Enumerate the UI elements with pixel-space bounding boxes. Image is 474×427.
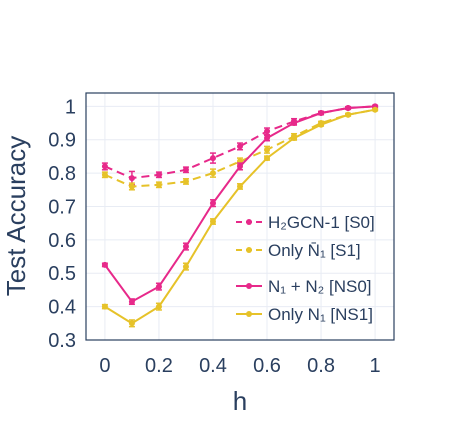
data-point bbox=[128, 298, 135, 305]
x-tick-label: 0.6 bbox=[253, 355, 281, 377]
legend-label: N₁ + N₂ [NS0] bbox=[268, 277, 372, 296]
legend-marker bbox=[246, 311, 252, 317]
data-point bbox=[209, 155, 216, 162]
grid bbox=[86, 93, 394, 341]
x-tick-label: 1 bbox=[370, 355, 381, 377]
data-point bbox=[101, 261, 108, 268]
data-point bbox=[101, 171, 108, 178]
y-tick-label: 0.3 bbox=[48, 330, 76, 352]
legend-marker bbox=[246, 247, 252, 253]
x-axis-title: h bbox=[233, 386, 247, 416]
x-tick-label: 0.4 bbox=[199, 355, 227, 377]
data-point bbox=[345, 105, 352, 112]
data-point bbox=[264, 135, 271, 142]
data-point bbox=[345, 111, 352, 118]
data-point bbox=[182, 166, 189, 173]
data-point bbox=[264, 146, 271, 153]
y-tick-label: 0.9 bbox=[48, 130, 76, 152]
x-tick-label: 0 bbox=[99, 355, 110, 377]
series-2 bbox=[101, 103, 379, 306]
legend-item: N₁ + N₂ [NS0] bbox=[236, 277, 372, 296]
data-point bbox=[372, 106, 379, 113]
y-axis-title: Test Accuracy bbox=[1, 136, 31, 296]
y-tick-label: 0.7 bbox=[48, 196, 76, 218]
legend: H₂GCN-1 [S0] Only N̄₁ [S1] N₁ + N₂ [NS0] On… bbox=[236, 213, 375, 324]
data-point bbox=[318, 121, 325, 128]
data-point bbox=[128, 320, 135, 327]
y-tick-label: 1 bbox=[65, 96, 76, 118]
plot-frame bbox=[85, 92, 395, 341]
data-point bbox=[291, 135, 298, 142]
data-point bbox=[237, 163, 243, 170]
series-line bbox=[104, 108, 376, 188]
data-point bbox=[291, 120, 298, 127]
data-point bbox=[182, 243, 189, 250]
data-point bbox=[101, 163, 108, 170]
data-point bbox=[128, 175, 135, 182]
legend-label: H₂GCN-1 [S0] bbox=[268, 213, 375, 232]
data-point bbox=[264, 128, 271, 135]
data-point bbox=[209, 218, 216, 225]
data-point bbox=[128, 183, 135, 190]
legend-item: Only N₁ [NS1] bbox=[236, 305, 373, 324]
legend-label: Only N̄₁ [S1] bbox=[268, 241, 361, 260]
data-point bbox=[155, 303, 162, 310]
series-3 bbox=[101, 106, 379, 328]
data-point bbox=[182, 178, 189, 185]
data-point bbox=[209, 170, 216, 177]
data-point bbox=[182, 263, 189, 270]
legend-item: Only N̄₁ [S1] bbox=[236, 241, 361, 260]
data-point bbox=[155, 283, 162, 290]
x-tick-label: 0.2 bbox=[145, 355, 173, 377]
y-tick-label: 0.6 bbox=[48, 230, 76, 252]
data-point bbox=[101, 303, 108, 310]
y-tick-label: 0.5 bbox=[48, 263, 76, 285]
legend-marker bbox=[246, 283, 252, 289]
data-point bbox=[237, 143, 243, 150]
data-point bbox=[264, 155, 271, 162]
data-point bbox=[155, 171, 162, 178]
x-tick-label: 0.8 bbox=[307, 355, 335, 377]
data-point bbox=[209, 200, 216, 207]
legend-label: Only N₁ [NS1] bbox=[268, 305, 373, 324]
series-layer bbox=[101, 103, 379, 328]
y-tick-label: 0.4 bbox=[48, 297, 76, 319]
data-point bbox=[318, 110, 325, 117]
y-tick-label: 0.8 bbox=[48, 163, 76, 185]
legend-marker bbox=[246, 219, 252, 225]
ticks: 0 0.2 0.4 0.6 0.8 1 0.3 0.4 0.5 0.6 0.7 0.8 0.9 1 bbox=[48, 96, 380, 377]
legend-item: H₂GCN-1 [S0] bbox=[236, 213, 375, 232]
data-point bbox=[237, 183, 243, 190]
data-point bbox=[155, 181, 162, 188]
